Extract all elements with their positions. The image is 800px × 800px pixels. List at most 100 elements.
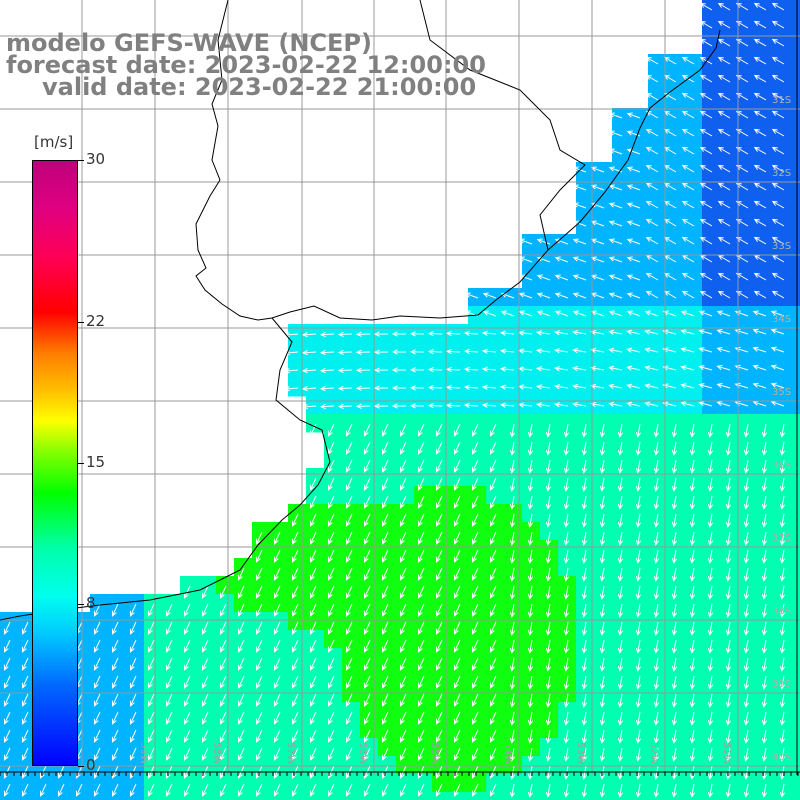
wind-arrow	[761, 675, 768, 690]
wind-arrow	[237, 675, 245, 689]
wind-arrow	[653, 747, 660, 762]
wind-arrow	[93, 675, 101, 689]
wind-cell	[396, 774, 415, 793]
wind-arrow	[635, 747, 642, 762]
wind-arrow	[527, 567, 534, 582]
wind-arrow	[129, 657, 137, 671]
wind-arrow	[581, 603, 588, 618]
wind-arrow	[735, 74, 749, 83]
colorbar-unit: [m/s]	[34, 133, 74, 151]
wind-arrow	[717, 56, 731, 65]
wind-arrow	[21, 747, 29, 761]
wind-cell	[504, 342, 523, 361]
wind-arrow	[509, 603, 516, 618]
wind-arrow	[761, 423, 768, 438]
wind-arrow	[111, 603, 119, 617]
wind-arrow	[509, 567, 516, 582]
wind-cell	[432, 540, 451, 559]
wind-arrow	[309, 585, 317, 599]
wind-arrow	[435, 747, 443, 761]
wind-cell	[18, 792, 37, 800]
wind-cell	[576, 630, 595, 649]
wind-arrow	[707, 639, 714, 654]
wind-cell	[558, 486, 577, 505]
wind-arrow	[417, 711, 425, 725]
wind-cell	[360, 540, 379, 559]
wind-arrow	[435, 783, 443, 797]
wind-cell	[504, 774, 523, 793]
wind-arrow	[753, 164, 767, 173]
wind-arrow	[743, 531, 750, 546]
wind-cell	[594, 486, 613, 505]
wind-cell	[792, 252, 800, 271]
wind-arrow	[373, 349, 389, 355]
wind-cell	[612, 756, 631, 775]
wind-cell	[216, 702, 235, 721]
wind-arrow	[735, 236, 749, 245]
wind-arrow	[255, 603, 263, 617]
wind-cell	[720, 360, 739, 379]
wind-arrow	[489, 783, 497, 797]
wind-arrow	[21, 783, 29, 797]
wind-cell	[450, 378, 469, 397]
wind-arrow	[635, 729, 642, 744]
wind-cell	[504, 720, 523, 739]
wind-arrow	[453, 549, 461, 563]
wind-arrow	[771, 218, 785, 227]
wind-arrow	[653, 585, 660, 600]
wind-cell	[792, 90, 800, 109]
wind-cell	[396, 540, 415, 559]
wind-cell	[216, 594, 235, 613]
wind-arrow	[417, 603, 425, 617]
wind-cell	[288, 558, 307, 577]
wind-arrow	[761, 729, 768, 744]
wind-cell	[108, 720, 127, 739]
wind-cell	[792, 432, 800, 451]
wind-arrow	[291, 675, 299, 689]
wind-arrow	[617, 693, 624, 708]
wind-cell	[702, 360, 721, 379]
wind-cell	[540, 324, 559, 343]
wind-arrow	[725, 783, 732, 798]
wind-cell	[666, 792, 685, 800]
wind-cell	[648, 630, 667, 649]
wind-arrow	[165, 639, 173, 653]
wind-arrow	[599, 657, 606, 672]
wind-cell	[630, 342, 649, 361]
wind-cell	[684, 378, 703, 397]
wind-cell	[144, 756, 163, 775]
wind-arrow	[381, 513, 389, 527]
wind-cell	[108, 612, 127, 631]
wind-cell	[270, 648, 289, 667]
wind-arrow	[345, 711, 353, 725]
wind-cell	[234, 648, 253, 667]
wind-arrow	[717, 2, 731, 11]
wind-arrow	[363, 747, 371, 761]
wind-cell	[486, 504, 505, 523]
wind-arrow	[735, 164, 749, 173]
wind-arrow	[409, 349, 425, 355]
wind-cell	[720, 792, 739, 800]
wind-arrow	[255, 711, 263, 725]
wind-cell	[648, 342, 667, 361]
wind-arrow	[471, 603, 479, 617]
wind-cell	[738, 648, 757, 667]
wind-cell	[342, 468, 361, 487]
wind-cell	[576, 612, 595, 631]
wind-arrow	[345, 585, 353, 599]
wind-arrow	[717, 38, 731, 47]
wind-arrow	[93, 657, 101, 671]
wind-cell	[396, 720, 415, 739]
wind-arrow	[536, 292, 551, 299]
wind-cell	[504, 522, 523, 541]
wind-cell	[540, 756, 559, 775]
wind-arrow	[435, 423, 443, 437]
wind-arrow	[771, 20, 785, 29]
wind-arrow	[554, 366, 569, 372]
longitude-label: 52W	[648, 742, 659, 765]
wind-arrow	[699, 2, 713, 11]
wind-cell	[612, 702, 631, 721]
wind-arrow	[599, 495, 606, 510]
wind-arrow	[255, 531, 263, 545]
